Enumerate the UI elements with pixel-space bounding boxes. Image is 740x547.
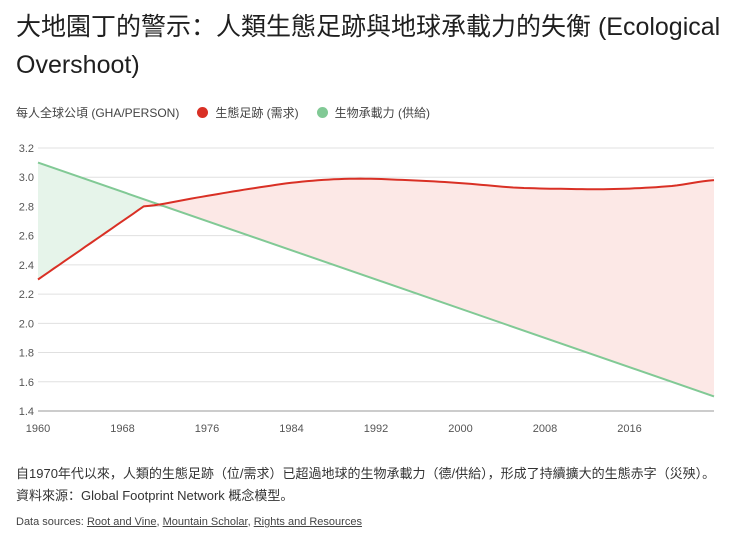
x-tick-label: 1968	[110, 423, 134, 435]
legend-label-biocapacity: 生物承載力 (供給)	[334, 105, 430, 120]
source-separator: ,	[156, 516, 163, 528]
y-tick-label: 3.0	[19, 172, 34, 184]
source-link-root-and-vine[interactable]: Root and Vine	[86, 516, 157, 528]
x-tick-label: 1984	[279, 423, 303, 435]
sources-prefix: Data sources:	[16, 516, 84, 528]
legend: 每人全球公頃 (GHA/PERSON) 生態足跡 (需求) 生物承載力 (供給)	[16, 103, 448, 121]
y-tick-label: 2.4	[19, 260, 34, 272]
chart-area: 1.4 1.6 1.8 2.0 2.2 2.4 2.6 2.8 3.0 3.2 1960 1968 19…	[19, 143, 715, 435]
legend-label-footprint: 生態足跡 (需求)	[215, 105, 299, 120]
x-tick-label: 2008	[533, 423, 557, 435]
x-tick-label: 1992	[364, 423, 388, 435]
x-tick-label: 2016	[617, 423, 641, 435]
y-tick-label: 3.2	[19, 143, 34, 155]
x-tick-label: 1960	[26, 423, 50, 435]
source-separator: ,	[247, 516, 254, 528]
legend-dot-biocapacity	[316, 106, 328, 118]
data-sources: Data sources: Root and Vine, Mountain Sc…	[16, 516, 362, 528]
footprint-line	[37, 177, 715, 281]
x-tick-label: 1976	[195, 423, 219, 435]
y-tick-label: 2.8	[19, 201, 34, 213]
chart-title: 大地園丁的警示：人類生態足跡與地球承載力的失衡 (Ecological Over…	[16, 13, 721, 79]
legend-dot-footprint	[197, 106, 209, 118]
source-link-rights-and-resources[interactable]: Rights and Resources	[253, 516, 362, 528]
y-tick-label: 1.8	[19, 348, 34, 360]
chart-caption: 自1970年代以來，人類的生態足跡（位/需求）已超過地球的生物承載力（德/供給）…	[16, 466, 716, 503]
biocapacity-reserve-area	[38, 162, 144, 280]
legend-item-footprint[interactable]: 生態足跡 (需求)	[197, 104, 299, 121]
legend-item-biocapacity[interactable]: 生物承載力 (供給)	[316, 104, 430, 121]
y-tick-label: 2.0	[19, 318, 34, 330]
source-link-mountain-scholar[interactable]: Mountain Scholar	[162, 516, 248, 528]
y-tick-label: 2.6	[19, 231, 34, 243]
ecological-deficit-area	[143, 178, 715, 397]
biocapacity-line	[37, 161, 715, 398]
y-tick-label: 1.6	[19, 377, 34, 389]
y-tick-label: 1.4	[19, 406, 34, 418]
y-tick-label: 2.2	[19, 289, 34, 301]
unit-label: 每人全球公頃 (GHA/PERSON)	[16, 105, 180, 120]
x-tick-label: 2000	[448, 423, 472, 435]
